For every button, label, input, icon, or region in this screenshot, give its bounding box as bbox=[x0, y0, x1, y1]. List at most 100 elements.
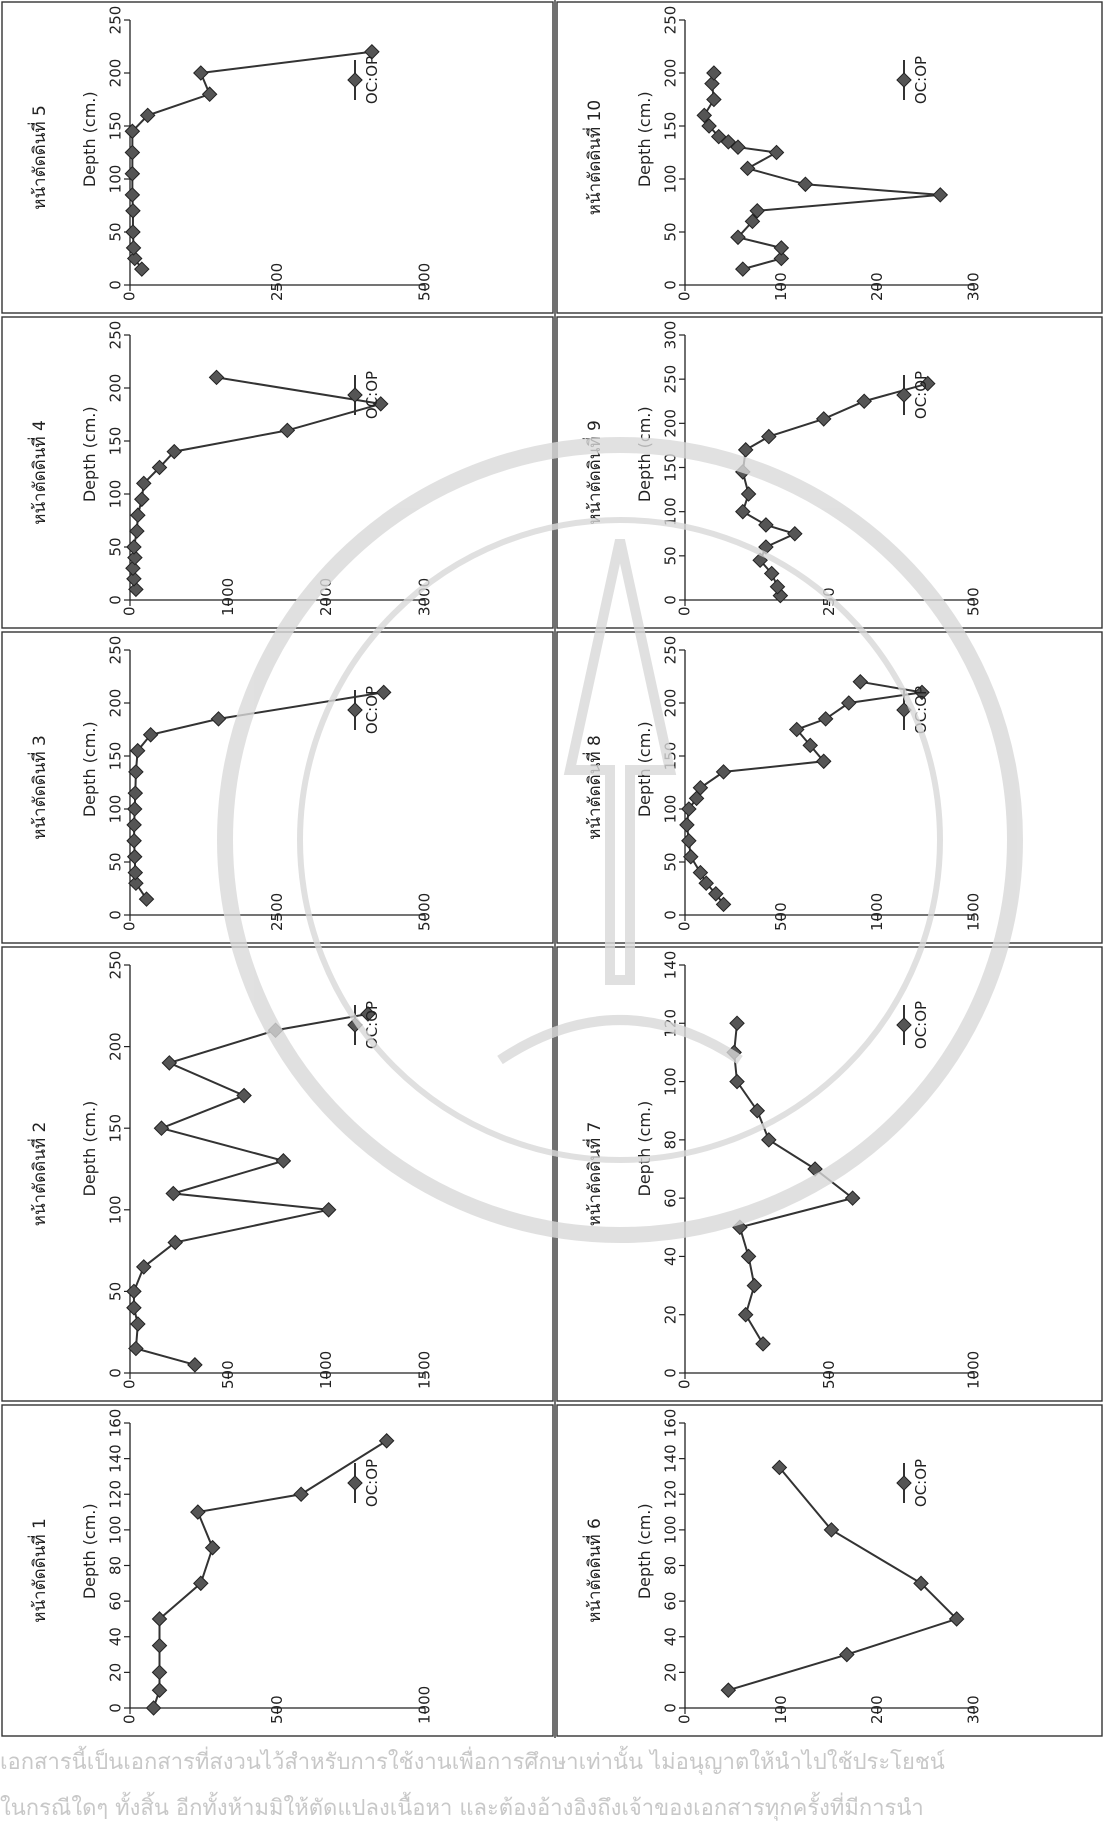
data-point bbox=[126, 1283, 142, 1300]
data-point bbox=[696, 107, 713, 124]
panel-frame bbox=[1, 1404, 554, 1737]
data-point bbox=[153, 1120, 170, 1136]
data-point bbox=[151, 459, 168, 476]
data-point bbox=[130, 507, 146, 523]
data-point bbox=[126, 833, 142, 849]
series-line bbox=[152, 1439, 388, 1709]
value-tick-label: 500 bbox=[772, 902, 790, 931]
depth-axis-label: Depth (cm.) bbox=[80, 1101, 99, 1197]
depth-tick-label: 120 bbox=[662, 1009, 680, 1038]
depth-tick-label: 50 bbox=[107, 852, 125, 871]
data-point bbox=[771, 1459, 788, 1476]
value-tick-label: 0 bbox=[676, 291, 694, 301]
data-point bbox=[187, 1357, 203, 1373]
value-tick-label: 0 bbox=[121, 606, 139, 616]
depth-tick-label: 0 bbox=[107, 280, 125, 290]
data-point bbox=[128, 764, 144, 780]
data-point bbox=[135, 475, 152, 492]
data-point bbox=[129, 742, 146, 759]
legend-label: OC:OP bbox=[912, 1001, 930, 1049]
depth-tick-label: 150 bbox=[662, 742, 680, 771]
value-tick-label: 0 bbox=[676, 606, 694, 616]
legend-label: OC:OP bbox=[912, 1459, 930, 1507]
depth-tick-label: 100 bbox=[662, 1516, 680, 1545]
depth-tick-label: 40 bbox=[107, 1627, 125, 1646]
data-point bbox=[720, 1682, 737, 1698]
data-point bbox=[735, 261, 751, 277]
value-tick-label: 500 bbox=[820, 1360, 838, 1389]
value-tick-label: 0 bbox=[676, 1379, 694, 1389]
legend-marker bbox=[347, 702, 363, 718]
data-point bbox=[378, 1433, 395, 1449]
depth-tick-label: 150 bbox=[107, 742, 125, 771]
data-point bbox=[797, 176, 814, 193]
data-point bbox=[761, 428, 777, 445]
depth-tick-label: 80 bbox=[662, 1130, 680, 1149]
data-point bbox=[840, 695, 857, 711]
depth-tick-label: 0 bbox=[107, 1703, 125, 1713]
depth-tick-label: 100 bbox=[662, 497, 680, 526]
footer-line-1: เอกสารนี้เป็นเอกสารที่สงวนไว้สำหรับการใช… bbox=[0, 1750, 945, 1775]
data-point bbox=[681, 801, 697, 817]
depth-axis-label: Depth (cm.) bbox=[635, 406, 654, 502]
depth-tick-label: 0 bbox=[662, 595, 680, 605]
data-point bbox=[679, 817, 695, 833]
value-tick-label: 300 bbox=[965, 272, 983, 301]
chart-title: หน้าตัดดินที่ 7 bbox=[582, 1122, 605, 1227]
depth-tick-label: 50 bbox=[662, 852, 680, 871]
depth-axis-label: Depth (cm.) bbox=[80, 91, 99, 187]
data-point bbox=[125, 203, 141, 219]
value-tick-label: 0 bbox=[676, 921, 694, 931]
value-tick-label: 1500 bbox=[416, 1351, 434, 1389]
panel-frame bbox=[556, 1, 1103, 314]
data-point bbox=[124, 144, 141, 161]
series-line bbox=[133, 691, 384, 900]
chart-panel-4: 0 50 100 150 200 250 0 1000 2000 3000 หน้าตัดดินที… bbox=[1, 316, 554, 629]
data-point bbox=[124, 187, 141, 203]
value-tick-label: 0 bbox=[121, 1379, 139, 1389]
data-point bbox=[715, 896, 732, 913]
data-point bbox=[787, 525, 803, 542]
depth-tick-label: 250 bbox=[662, 365, 680, 394]
depth-tick-label: 200 bbox=[662, 409, 680, 438]
data-point bbox=[735, 464, 751, 480]
value-tick-label: 100 bbox=[772, 1695, 790, 1724]
data-point bbox=[815, 411, 832, 427]
data-point bbox=[740, 1248, 757, 1265]
data-point bbox=[275, 1153, 292, 1169]
legend-marker bbox=[896, 1475, 912, 1491]
data-point bbox=[293, 1486, 309, 1503]
data-point bbox=[167, 1234, 184, 1251]
depth-tick-label: 80 bbox=[107, 1556, 125, 1575]
depth-tick-label: 140 bbox=[662, 951, 680, 980]
data-point bbox=[126, 539, 142, 555]
value-tick-label: 3000 bbox=[416, 578, 434, 616]
data-point bbox=[726, 1044, 742, 1061]
depth-tick-label: 0 bbox=[107, 595, 125, 605]
data-point bbox=[193, 1575, 209, 1592]
data-point bbox=[127, 785, 144, 801]
depth-tick-label: 250 bbox=[107, 6, 125, 35]
depth-tick-label: 150 bbox=[662, 112, 680, 141]
data-point bbox=[720, 134, 737, 150]
data-point bbox=[128, 875, 144, 891]
data-point bbox=[210, 711, 227, 727]
data-point bbox=[913, 1575, 929, 1592]
chart-panel-8: 0 50 100 150 200 250 0 500 1000 1500 หน้าตัดดินที่… bbox=[556, 631, 1103, 944]
depth-tick-label: 20 bbox=[107, 1663, 125, 1682]
data-point bbox=[134, 491, 150, 508]
data-point bbox=[125, 224, 141, 240]
data-point bbox=[151, 1664, 168, 1681]
depth-tick-label: 60 bbox=[662, 1592, 680, 1611]
chart-panel-1: 0 20 40 60 80 100 120 140 160 0 500 1000 หน้าตัดดินท… bbox=[1, 1404, 554, 1737]
data-point bbox=[701, 118, 717, 134]
depth-tick-label: 160 bbox=[107, 1409, 125, 1438]
value-tick-label: 2500 bbox=[268, 263, 286, 301]
series-line bbox=[733, 1023, 855, 1345]
value-tick-label: 500 bbox=[268, 1695, 286, 1724]
chart-title: หน้าตัดดินที่ 6 bbox=[582, 1518, 605, 1623]
data-point bbox=[768, 144, 785, 161]
data-point bbox=[128, 1340, 144, 1357]
